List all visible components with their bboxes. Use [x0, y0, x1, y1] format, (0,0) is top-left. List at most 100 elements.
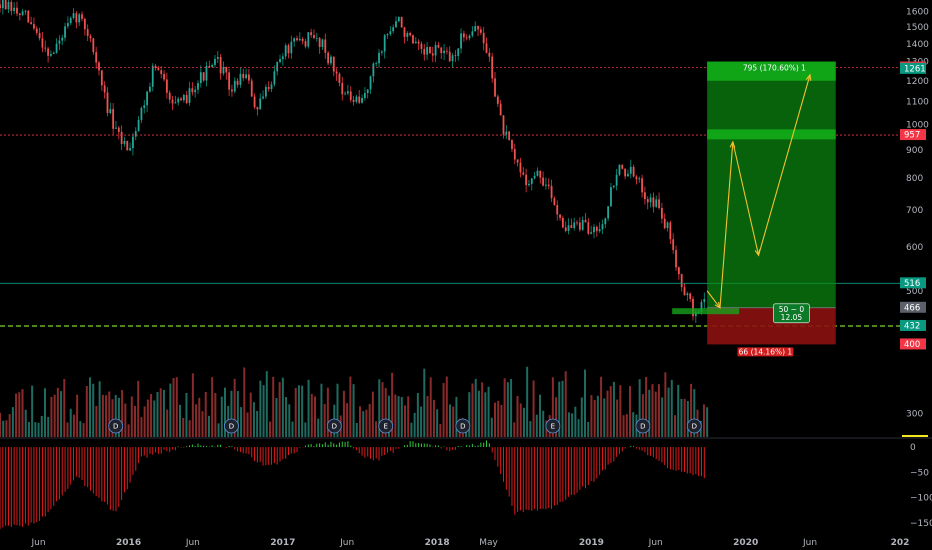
time-tick-label: 2019 — [579, 538, 604, 548]
candle-body — [313, 35, 315, 38]
candle-body — [10, 1, 13, 11]
mid-band — [707, 129, 836, 140]
volume-bar — [648, 389, 651, 437]
volume-bar — [667, 387, 670, 437]
entry-band — [672, 308, 740, 315]
candle-body — [182, 94, 185, 101]
candle-body — [259, 98, 262, 110]
candle-body — [296, 38, 298, 41]
volume-bar — [584, 369, 586, 437]
volume-bar — [622, 415, 625, 437]
candle-body — [123, 140, 126, 144]
candle-body — [35, 28, 38, 33]
volume-bar — [134, 405, 136, 437]
volume-bar — [674, 415, 676, 437]
price-tick-label: 1500 — [906, 23, 929, 33]
candle-body — [414, 41, 417, 44]
target-label: 795 (170.60%) 1 — [743, 64, 806, 73]
volume-bar — [404, 405, 406, 437]
volume-bar — [558, 381, 561, 437]
candle-body — [366, 89, 369, 94]
candle-body — [61, 37, 64, 41]
volume-bar — [522, 407, 525, 437]
volume-bar — [249, 392, 252, 437]
volume-bar — [40, 415, 43, 437]
candle-body — [18, 13, 21, 15]
event-marker-label: E — [383, 423, 387, 431]
candle-body — [406, 33, 409, 37]
candle-body — [460, 33, 462, 49]
candle-body — [304, 41, 307, 47]
candle-body — [669, 222, 672, 240]
candle-body — [69, 17, 72, 24]
volume-bar — [680, 398, 683, 437]
volume-bar — [429, 377, 432, 437]
center-label-line-1: 50 − 0 — [779, 305, 805, 314]
candle-body — [262, 96, 264, 99]
price-tag-label: 432 — [904, 321, 920, 331]
candle-body — [216, 56, 219, 59]
volume-bar — [513, 422, 516, 437]
candle-body — [584, 219, 587, 223]
volume-bar — [532, 380, 535, 437]
candle-body — [598, 229, 601, 232]
candle-body — [612, 185, 615, 188]
volume-bar — [140, 417, 143, 437]
candle-body — [214, 58, 216, 65]
event-marker-label: D — [460, 423, 465, 431]
candle-body — [389, 31, 392, 35]
candle-body — [24, 10, 27, 12]
volume-bar — [567, 412, 570, 437]
candle-body — [646, 199, 649, 203]
volume-bar — [555, 397, 558, 437]
volume-bar — [394, 394, 397, 437]
center-label-line-2: 12.05 — [781, 313, 803, 322]
candle-body — [236, 80, 239, 85]
candle-body — [332, 56, 335, 72]
event-marker — [224, 418, 239, 434]
candle-body — [632, 166, 635, 177]
volume-bar — [188, 420, 191, 437]
candle-body — [301, 38, 304, 42]
volume-bar — [497, 400, 500, 437]
volume-bar — [577, 419, 580, 437]
candle-body — [513, 149, 516, 160]
volume-bar — [256, 410, 259, 437]
volume-bar — [449, 404, 451, 437]
price-tag-box — [900, 301, 926, 313]
volume-bar — [442, 383, 445, 437]
volume-bar — [320, 383, 323, 437]
time-tick-label: 2016 — [116, 538, 141, 548]
candle-body — [92, 38, 95, 53]
volume-bar — [432, 399, 435, 437]
oscillator-tick-label: −150 — [910, 519, 932, 529]
volume-bar — [510, 379, 513, 437]
candle-body — [290, 41, 293, 54]
candle-body — [462, 33, 465, 38]
candle-body — [666, 222, 669, 229]
candle-body — [197, 83, 199, 90]
volume-bar — [195, 404, 198, 437]
candle-body — [321, 39, 324, 47]
candle-body — [703, 299, 706, 302]
candle-body — [553, 198, 556, 206]
volume-bar — [323, 403, 326, 437]
event-marker — [108, 418, 124, 434]
candle-body — [154, 65, 157, 69]
price-tick-label: 1000 — [906, 121, 929, 131]
candle-body — [395, 21, 397, 28]
volume-bar — [240, 407, 243, 437]
candle-body — [1, 0, 4, 9]
candle-body — [680, 274, 683, 288]
price-tick-label: 500 — [906, 287, 923, 297]
volume-bar — [683, 398, 686, 437]
candle-body — [81, 14, 83, 19]
candle-body — [542, 177, 544, 186]
candles-group — [0, 0, 706, 323]
event-marker-label: D — [640, 423, 645, 431]
volume-bar — [211, 377, 214, 437]
candle-body — [607, 206, 610, 219]
volume-bar — [15, 393, 18, 437]
event-marker — [686, 418, 702, 434]
